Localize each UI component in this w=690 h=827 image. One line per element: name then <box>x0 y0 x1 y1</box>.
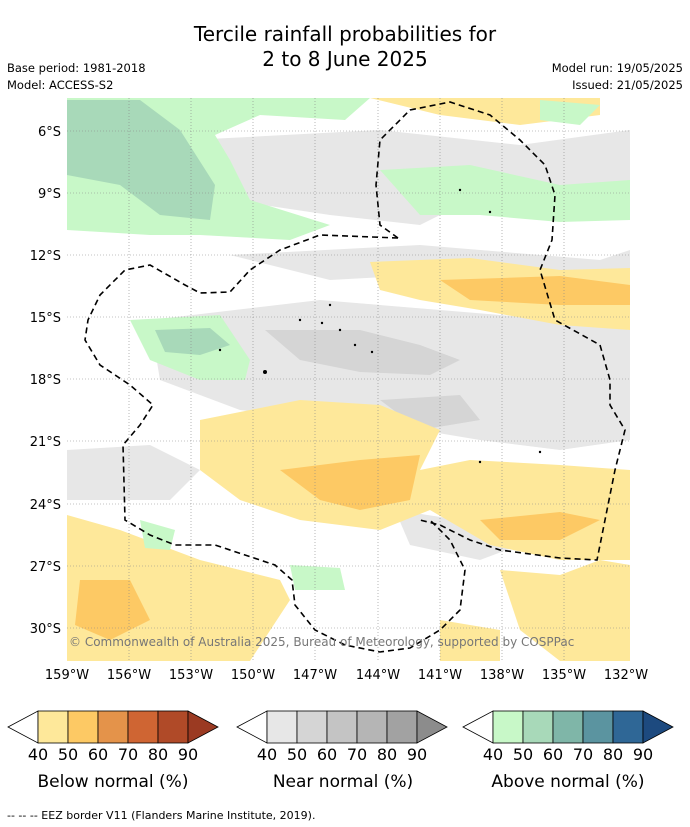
legend-below-swatch <box>97 710 129 744</box>
legend-label-near: Near normal (%) <box>272 772 414 792</box>
legend-near-tick: 70 <box>347 745 367 764</box>
legend-label-above: Above normal (%) <box>491 772 645 792</box>
map-gridlines <box>67 98 630 661</box>
legend-near-swatch <box>356 710 388 744</box>
lon-tick: 147°W <box>293 668 337 683</box>
eez-note: -- -- -- EEZ border V11 (Flanders Marine… <box>7 809 316 822</box>
legend-above-tick: 60 <box>543 745 563 764</box>
lat-tick: 9°S <box>38 187 61 202</box>
lon-tick: 153°W <box>169 668 213 683</box>
legend-below-tick: 50 <box>58 745 78 764</box>
legend-below-tick: 80 <box>148 745 168 764</box>
legend-near-swatch <box>266 710 298 744</box>
lat-tick: 27°S <box>30 560 61 575</box>
legend-near-tick: 90 <box>407 745 427 764</box>
chart-title: Tercile rainfall probabilities for 2 to … <box>0 22 690 72</box>
lon-tick: 144°W <box>356 668 400 683</box>
lat-axis: 6°S 9°S 12°S 15°S 18°S 21°S 24°S 27°S 30… <box>30 125 61 637</box>
lon-tick: 135°W <box>542 668 586 683</box>
legend-above-swatch <box>492 710 524 744</box>
legend-near-tick: 80 <box>377 745 397 764</box>
model-name: Model: ACCESS-S2 <box>7 78 114 92</box>
lat-tick: 21°S <box>30 435 61 450</box>
legend-colorbars: 40 50 60 70 80 90 40 50 60 70 80 90 40 50 60 70 80 90 <box>7 710 674 764</box>
legend-below-tick: 70 <box>118 745 138 764</box>
model-run: Model run: 19/05/2025 <box>551 61 683 75</box>
legend-above-max-arrow <box>642 710 674 744</box>
lat-tick: 24°S <box>30 498 61 513</box>
meta-right: Model run: 19/05/2025 Issued: 21/05/2025 <box>552 60 683 94</box>
legend-below-swatch <box>67 710 99 744</box>
lat-tick: 6°S <box>38 125 61 140</box>
legend-near-swatch <box>326 710 358 744</box>
legend-above-swatch <box>522 710 554 744</box>
legend-near-min-arrow <box>236 710 268 744</box>
lat-tick: 15°S <box>30 311 61 326</box>
legend-below-max-arrow <box>187 710 219 744</box>
legend-below-tick: 40 <box>28 745 48 764</box>
copyright-note: © Commonwealth of Australia 2025, Bureau… <box>69 635 574 649</box>
lat-tick: 18°S <box>30 373 61 388</box>
legend-above-min-arrow <box>462 710 494 744</box>
lon-tick: 132°W <box>604 668 648 683</box>
legend-below-swatch <box>127 710 159 744</box>
title-line-2: 2 to 8 June 2025 <box>262 47 428 71</box>
lon-tick: 141°W <box>418 668 462 683</box>
legend-below-tick: 90 <box>178 745 198 764</box>
legend-label-below: Below normal (%) <box>37 772 189 792</box>
island-markers <box>218 188 542 464</box>
legend-below-swatch <box>37 710 69 744</box>
legend-above-tick: 70 <box>573 745 593 764</box>
legend-above-tick: 80 <box>603 745 623 764</box>
lon-tick: 138°W <box>480 668 524 683</box>
legend-above-swatch <box>552 710 584 744</box>
meta-left: Base period: 1981-2018 Model: ACCESS-S2 <box>7 60 146 94</box>
legend-below-tick: 60 <box>88 745 108 764</box>
legend-above-tick: 90 <box>633 745 653 764</box>
legend-near-tick: 50 <box>287 745 307 764</box>
legend-below-swatch <box>157 710 189 744</box>
lat-tick: 12°S <box>30 249 61 264</box>
legend-above-tick: 40 <box>483 745 503 764</box>
probability-fields <box>67 98 630 661</box>
lon-tick: 156°W <box>107 668 151 683</box>
legend-above-swatch <box>582 710 614 744</box>
legend-above-swatch <box>612 710 644 744</box>
issued-date: Issued: 21/05/2025 <box>572 78 683 92</box>
legend-above-tick: 50 <box>513 745 533 764</box>
legend-near-max-arrow <box>416 710 448 744</box>
lon-tick: 150°W <box>231 668 275 683</box>
base-period: Base period: 1981-2018 <box>7 61 146 75</box>
lon-tick: 159°W <box>45 668 89 683</box>
title-line-1: Tercile rainfall probabilities for <box>193 22 497 46</box>
legend-near-swatch <box>386 710 418 744</box>
lon-axis: 159°W 156°W 153°W 150°W 147°W 144°W 141°… <box>45 668 648 683</box>
lat-tick: 30°S <box>30 622 61 637</box>
legend-below-min-arrow <box>7 710 39 744</box>
legend-near-swatch <box>296 710 328 744</box>
legend-near-tick: 60 <box>317 745 337 764</box>
eez-borders <box>84 101 626 653</box>
legend-near-tick: 40 <box>257 745 277 764</box>
